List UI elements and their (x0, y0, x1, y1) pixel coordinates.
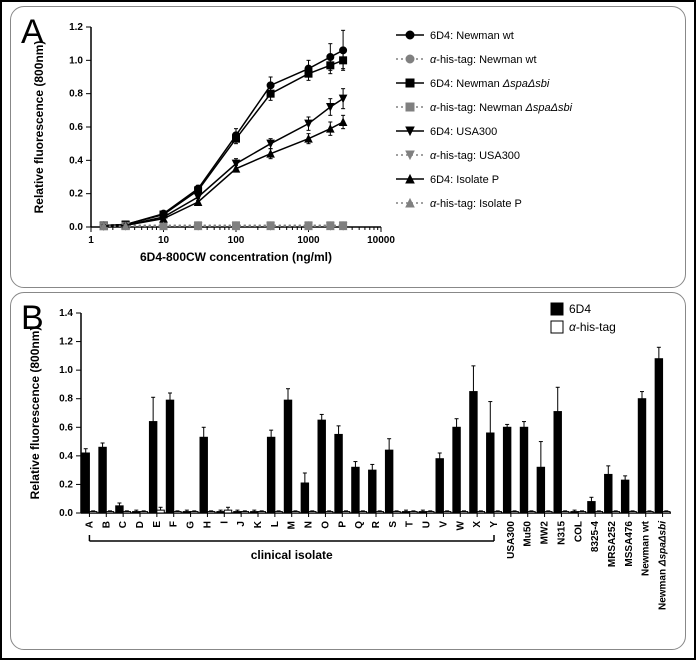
svg-text:10: 10 (158, 235, 170, 246)
svg-text:α-his-tag: Newman ΔspaΔsbi: α-his-tag: Newman ΔspaΔsbi (430, 102, 573, 114)
svg-text:L: L (270, 521, 281, 527)
svg-text:α-his-tag: Newman wt: α-his-tag: Newman wt (430, 54, 537, 66)
svg-text:1000: 1000 (297, 235, 320, 246)
svg-text:6D4: Newman wt: 6D4: Newman wt (430, 30, 514, 42)
svg-text:0.4: 0.4 (69, 155, 83, 166)
svg-text:I: I (219, 521, 230, 524)
svg-text:0.0: 0.0 (69, 222, 83, 233)
svg-text:6D4: USA300: 6D4: USA300 (430, 126, 497, 138)
svg-text:6D4: 6D4 (569, 302, 591, 316)
svg-text:T: T (405, 521, 416, 527)
svg-text:COL: COL (573, 521, 584, 542)
svg-text:K: K (253, 520, 264, 528)
svg-text:O: O (320, 521, 331, 529)
panel-a: A 0.0 0.2 0.4 0.6 0.8 1.0 1.2 1 10 100 1000 10000 6D… (10, 6, 686, 288)
svg-text:0.6: 0.6 (69, 122, 83, 133)
svg-text:B: B (101, 521, 112, 528)
svg-text:0.6: 0.6 (59, 422, 73, 433)
svg-text:0.2: 0.2 (59, 479, 73, 490)
svg-text:Y: Y (489, 521, 500, 528)
svg-text:1.0: 1.0 (69, 55, 83, 66)
svg-text:α-his-tag: α-his-tag (569, 320, 616, 334)
svg-text:J: J (236, 521, 247, 527)
svg-text:R: R (371, 520, 382, 528)
svg-text:α-his-tag: Isolate P: α-his-tag: Isolate P (430, 198, 522, 210)
svg-text:P: P (337, 521, 348, 528)
panel-a-chart: 0.0 0.2 0.4 0.6 0.8 1.0 1.2 1 10 100 1000 10000 6D4-… (11, 7, 687, 285)
svg-text:F: F (169, 521, 180, 527)
panel-a-letter: A (21, 13, 44, 52)
svg-text:U: U (422, 521, 433, 528)
svg-text:6D4-800CW concentration (ng/ml: 6D4-800CW concentration (ng/ml) (140, 250, 332, 264)
svg-text:M: M (287, 521, 298, 529)
svg-text:1.0: 1.0 (59, 365, 73, 376)
svg-text:1.4: 1.4 (59, 308, 73, 319)
svg-text:Relative fluorescence (800nm): Relative fluorescence (800nm) (32, 41, 46, 214)
svg-text:N315: N315 (556, 521, 567, 545)
svg-text:100: 100 (228, 235, 245, 246)
svg-text:6D4: Newman ΔspaΔsbi: 6D4: Newman ΔspaΔsbi (430, 78, 550, 90)
svg-text:W: W (455, 520, 466, 530)
svg-text:1: 1 (88, 235, 94, 246)
svg-text:MRSA252: MRSA252 (607, 521, 618, 568)
svg-text:0.8: 0.8 (59, 394, 73, 405)
figure-container: A 0.0 0.2 0.4 0.6 0.8 1.0 1.2 1 10 100 1000 10000 6D… (0, 0, 696, 660)
svg-text:α-his-tag: USA300: α-his-tag: USA300 (430, 150, 520, 162)
panel-b: B 0.0 0.2 0.4 0.6 0.8 1.0 1.2 1.4 Relative fluor… (10, 292, 686, 650)
panel-b-letter: B (21, 299, 44, 338)
svg-text:10000: 10000 (367, 235, 395, 246)
svg-text:Q: Q (354, 521, 365, 529)
svg-text:0.2: 0.2 (69, 189, 83, 200)
svg-text:USA300: USA300 (506, 521, 517, 559)
svg-text:N: N (304, 521, 315, 528)
svg-text:X: X (472, 521, 483, 528)
svg-text:1.2: 1.2 (69, 22, 83, 33)
svg-text:Mu50: Mu50 (523, 521, 534, 547)
svg-text:A: A (84, 521, 95, 528)
svg-text:1.2: 1.2 (59, 337, 73, 348)
svg-text:C: C (118, 521, 129, 528)
svg-text:8325-4: 8325-4 (590, 521, 601, 553)
svg-text:MW2: MW2 (540, 521, 551, 545)
svg-text:H: H (202, 521, 213, 528)
svg-text:V: V (438, 521, 449, 528)
svg-text:MSSA476: MSSA476 (624, 521, 635, 567)
svg-text:6D4: Isolate P: 6D4: Isolate P (430, 174, 499, 186)
svg-text:Relative fluorescence (800nm): Relative fluorescence (800nm) (28, 327, 42, 500)
svg-text:G: G (186, 521, 197, 529)
svg-text:E: E (152, 521, 163, 528)
svg-text:Newman wt: Newman wt (641, 520, 652, 576)
panel-b-chart: 0.0 0.2 0.4 0.6 0.8 1.0 1.2 1.4 Relative fluores… (11, 293, 687, 647)
svg-text:S: S (388, 521, 399, 528)
svg-text:0.8: 0.8 (69, 89, 83, 100)
svg-text:D: D (135, 521, 146, 528)
svg-text:clinical isolate: clinical isolate (251, 548, 333, 562)
svg-text:Newman ΔspaΔsbi: Newman ΔspaΔsbi (658, 521, 669, 610)
svg-text:0.0: 0.0 (59, 508, 73, 519)
svg-text:0.4: 0.4 (59, 451, 73, 462)
